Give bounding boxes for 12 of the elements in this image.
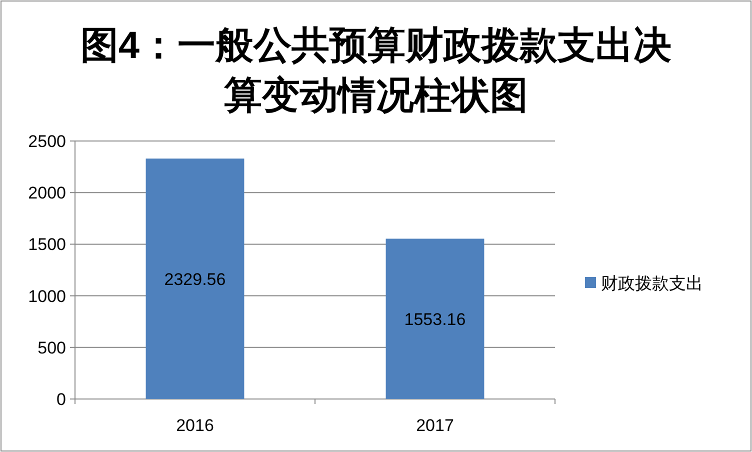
legend: 财政拨款支出	[585, 274, 703, 293]
data-label: 1553.16	[404, 310, 466, 329]
y-tick-label: 0	[56, 390, 66, 409]
y-tick-label: 1500	[28, 235, 66, 254]
y-tick-label: 2500	[28, 132, 66, 151]
x-tick-label: 2016	[176, 416, 214, 435]
title: 图4：一般公共预算财政拨款支出决算变动情况柱状图	[80, 25, 672, 117]
data-label: 2329.56	[164, 270, 226, 289]
x-tick-label: 2017	[416, 416, 454, 435]
y-tick-label: 500	[38, 338, 66, 358]
y-tick-label: 1000	[28, 286, 66, 306]
y-tick-label: 2000	[28, 184, 66, 203]
